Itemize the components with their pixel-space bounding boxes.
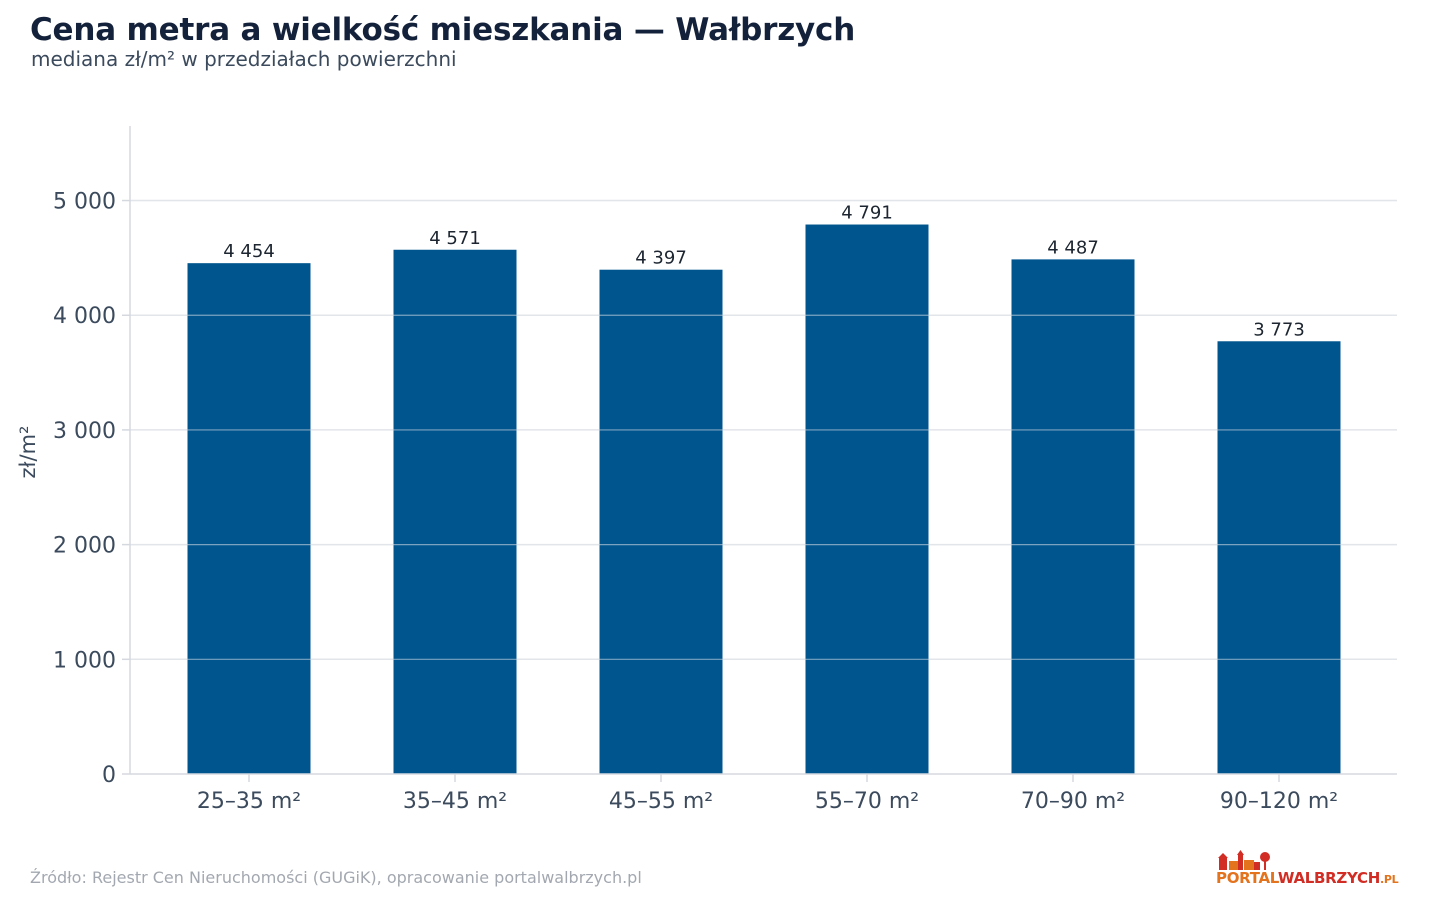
- data-label: 3 773: [1253, 319, 1305, 340]
- bar: [393, 249, 517, 774]
- logo-wordmark: PORTALWALBRZYCH.PL: [1216, 869, 1399, 887]
- data-label: 4 791: [841, 203, 893, 224]
- x-tick-label: 55–70 m²: [815, 789, 919, 814]
- bar: [805, 224, 929, 775]
- x-tick-label: 35–45 m²: [403, 789, 507, 814]
- y-tick-label: 4 000: [53, 304, 116, 329]
- x-tick-label: 70–90 m²: [1021, 789, 1125, 814]
- bar: [1011, 259, 1135, 774]
- y-tick-label: 3 000: [53, 419, 116, 444]
- y-axis-label: zł/m²: [16, 426, 40, 479]
- portal-logo[interactable]: PORTALWALBRZYCH.PL: [1216, 848, 1412, 892]
- bar: [187, 263, 311, 774]
- chart-title: Cena metra a wielkość mieszkania — Wałbr…: [30, 12, 856, 48]
- y-tick-label: 2 000: [53, 534, 116, 559]
- chart-subtitle: mediana zł/m² w przedziałach powierzchni: [31, 47, 457, 71]
- y-tick-label: 0: [102, 763, 116, 788]
- data-label: 4 454: [223, 241, 275, 262]
- data-label: 4 571: [429, 228, 481, 249]
- data-label: 4 487: [1047, 237, 1099, 258]
- bar: [599, 269, 723, 774]
- x-tick-label: 25–35 m²: [197, 789, 301, 814]
- data-label: 4 397: [635, 248, 687, 269]
- x-tick-label: 90–120 m²: [1220, 789, 1338, 814]
- bar: [1217, 341, 1341, 774]
- source-note: Źródło: Rejestr Cen Nieruchomości (GUGiK…: [30, 868, 642, 887]
- x-tick-label: 45–55 m²: [609, 789, 713, 814]
- logo-skyline-icon: [1218, 850, 1270, 870]
- y-tick-label: 5 000: [53, 190, 116, 215]
- y-tick-label: 1 000: [53, 648, 116, 673]
